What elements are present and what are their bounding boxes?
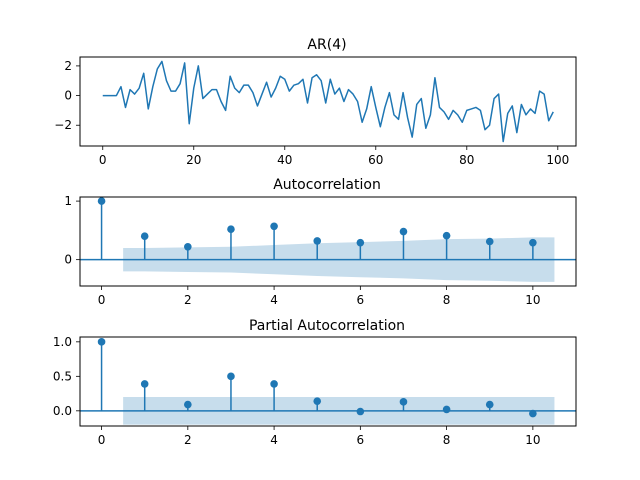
y-tick-label: 0.5 <box>53 369 72 383</box>
lag-marker <box>313 397 322 405</box>
x-tick-label: 0 <box>98 293 106 307</box>
lag-marker <box>442 405 451 414</box>
lag-marker <box>399 398 408 406</box>
y-tick-label: −2 <box>54 118 72 132</box>
lag-marker <box>529 238 537 247</box>
lag-marker <box>399 227 408 236</box>
axes-frame <box>79 56 577 147</box>
lag-marker <box>184 400 192 409</box>
lag-marker <box>529 409 537 418</box>
partial-autocorrelation-panel: Partial Autocorrelation 0 2 4 6 8 10 1.0 0.5 0.0 <box>53 318 577 447</box>
lag-marker <box>227 225 235 234</box>
x-tick-label: 60 <box>368 153 383 167</box>
axes-frame <box>79 196 577 287</box>
series-line <box>102 60 554 143</box>
x-tick-label: 6 <box>357 433 365 447</box>
y-tick-label: 0 <box>64 89 72 103</box>
lag-marker <box>485 237 494 246</box>
lag-marker <box>356 238 365 247</box>
lag-marker <box>184 242 192 251</box>
y-tick-label: 0.0 <box>53 404 72 418</box>
y-tick-label: 0 <box>64 253 72 267</box>
axes-frame <box>79 336 577 427</box>
chart-title: Autocorrelation <box>273 177 381 193</box>
x-tick-label: 40 <box>277 153 292 167</box>
x-tick-label: 6 <box>357 293 365 307</box>
x-tick-label: 4 <box>270 433 278 447</box>
y-tick-label: 1 <box>64 194 72 208</box>
lag-marker <box>270 222 278 231</box>
chart-title: Partial Autocorrelation <box>249 318 405 334</box>
x-tick-label: 10 <box>525 293 540 307</box>
x-tick-label: 0 <box>98 433 106 447</box>
lag-marker <box>140 380 149 388</box>
lag-marker <box>485 400 494 409</box>
x-tick-label: 8 <box>443 293 451 307</box>
x-tick-label: 2 <box>184 433 192 447</box>
x-tick-label: 20 <box>186 153 201 167</box>
lag-marker <box>356 407 365 416</box>
lag-marker <box>270 380 278 388</box>
y-tick-label: 2 <box>64 59 72 73</box>
chart-title: AR(4) <box>307 37 346 53</box>
x-tick-label: 4 <box>270 293 278 307</box>
x-tick-label: 0 <box>99 153 107 167</box>
x-tick-label: 8 <box>443 433 451 447</box>
lag-marker <box>227 372 235 381</box>
lag-marker <box>442 231 451 240</box>
lag-marker <box>313 237 322 245</box>
x-tick-label: 10 <box>525 433 540 447</box>
lag-marker <box>97 197 106 205</box>
lag-marker <box>97 338 106 346</box>
lag-marker <box>140 232 149 241</box>
x-tick-label: 100 <box>546 153 569 167</box>
y-tick-label: 1.0 <box>53 335 72 349</box>
x-tick-label: 2 <box>184 293 192 307</box>
x-tick-label: 80 <box>459 153 474 167</box>
